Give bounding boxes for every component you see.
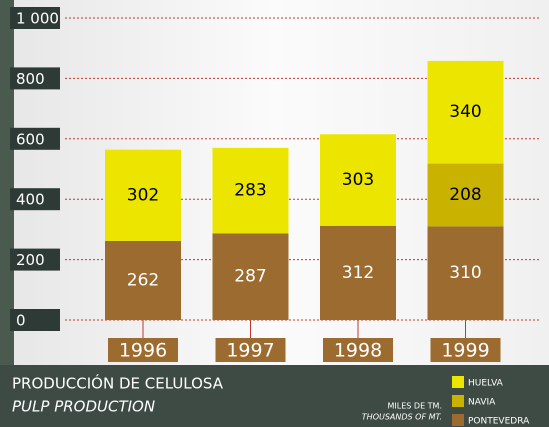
data-label: 302	[127, 185, 159, 205]
bar-segment	[212, 147, 289, 234]
y-tick-box	[10, 7, 60, 29]
legend-label: NAVIA	[468, 398, 496, 408]
bar-segment	[427, 163, 504, 227]
y-tick-label: 600	[16, 130, 45, 148]
legend-label: HUELVA	[468, 379, 504, 389]
x-tick-box	[430, 338, 501, 362]
data-label: 303	[342, 170, 374, 190]
legend-swatch	[452, 395, 464, 407]
data-label: 310	[449, 263, 481, 283]
legend-label: PONTEVEDRA	[468, 417, 530, 427]
bar-segment	[320, 134, 396, 226]
bar-segment	[320, 225, 396, 320]
y-tick-label: 800	[16, 70, 45, 88]
data-label: 340	[449, 102, 481, 122]
bar-segment	[105, 149, 181, 241]
y-tick-label: 400	[16, 191, 45, 209]
left-strip	[0, 0, 14, 365]
y-tick-box	[10, 309, 60, 331]
unit-label-en: THOUSANDS OF MT.	[362, 413, 442, 422]
x-tick-box	[323, 338, 393, 362]
x-tick-box	[215, 338, 286, 362]
y-tick-box	[10, 188, 60, 211]
bar-segment	[427, 60, 504, 164]
chart-title: PRODUCCIÓN DE CELULOSA	[12, 374, 224, 393]
data-label: 208	[449, 185, 481, 205]
x-tick-label: 1998	[334, 340, 382, 362]
y-tick-label: 1 000	[16, 10, 59, 28]
data-label: 262	[127, 270, 159, 290]
y-tick-label: 200	[16, 251, 45, 269]
data-label: 287	[234, 267, 266, 287]
y-tick-box	[10, 127, 60, 150]
unit-label: MILES DE TM.	[388, 402, 442, 411]
legend-swatch	[452, 376, 464, 388]
x-tick-label: 1996	[119, 340, 167, 362]
bar-segment	[427, 226, 504, 320]
chart-subtitle: PULP PRODUCTION	[12, 398, 155, 416]
bar-segment	[212, 233, 289, 320]
y-tick-box	[10, 248, 60, 271]
x-tick-label: 1999	[441, 340, 489, 362]
y-tick-label: 0	[16, 312, 26, 330]
x-tick-label: 1997	[226, 340, 274, 362]
data-label: 312	[342, 263, 374, 283]
bar-segment	[105, 240, 181, 320]
legend-swatch	[452, 414, 464, 426]
y-tick-box	[10, 67, 60, 90]
x-tick-box	[108, 338, 178, 362]
data-label: 283	[234, 181, 266, 201]
